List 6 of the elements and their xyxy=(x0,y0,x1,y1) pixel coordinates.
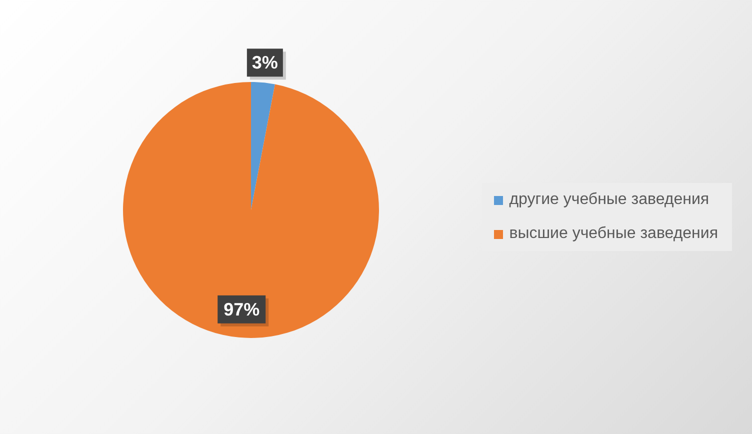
pie-slice xyxy=(251,82,275,210)
legend-label: высшие учебные заведения xyxy=(509,225,718,243)
legend-label: другие учебные заведения xyxy=(509,191,710,209)
data-label: 97% xyxy=(224,299,260,320)
data-label: 3% xyxy=(252,52,278,73)
pie-slice xyxy=(123,82,379,338)
